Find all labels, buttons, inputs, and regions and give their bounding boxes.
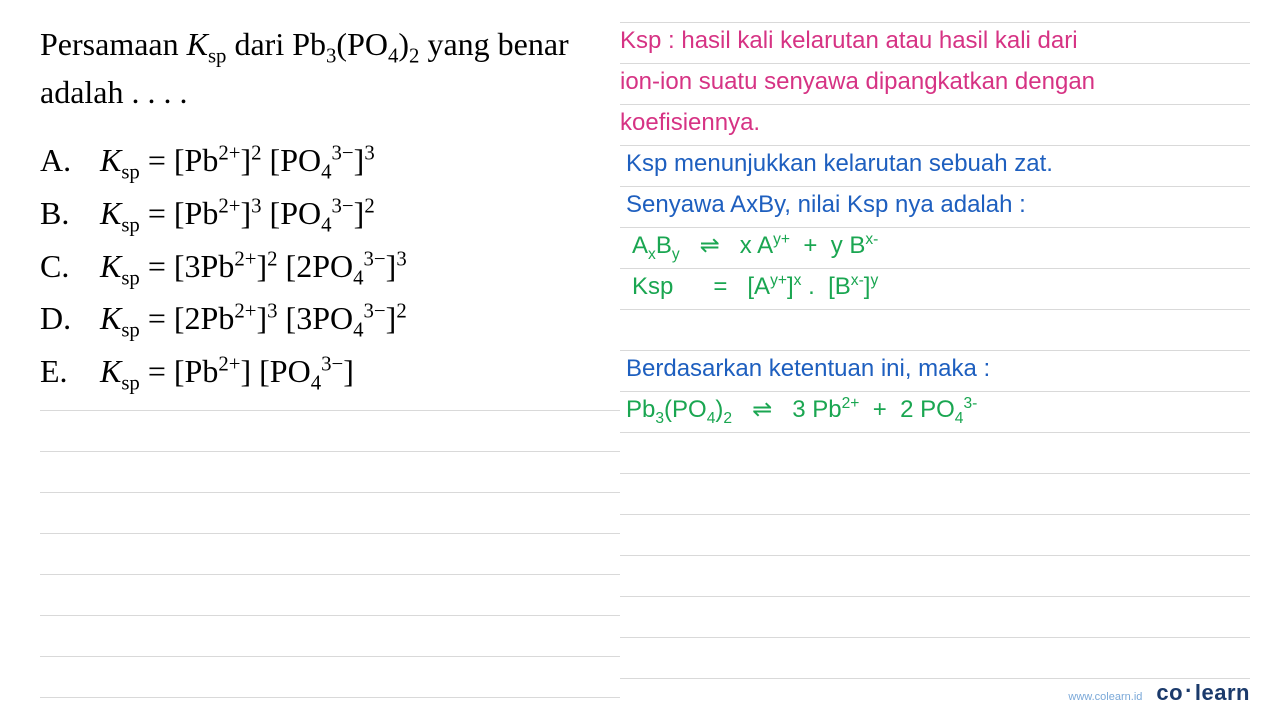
note-line	[620, 307, 1250, 348]
option-letter: A.	[40, 134, 100, 187]
option-letter: E.	[40, 345, 100, 398]
option-body: Ksp = [2Pb2+]3 [3PO43−]2	[100, 292, 610, 345]
notes-column: Ksp : hasil kali kelarutan atau hasil ka…	[620, 20, 1250, 680]
option-body: Ksp = [Pb2+] [PO43−]	[100, 345, 610, 398]
note-line: AxBy ⇌ x Ay+ + y Bx-	[620, 225, 1250, 266]
option-letter: B.	[40, 187, 100, 240]
note-line: Ksp = [Ay+]x . [Bx-]y	[620, 266, 1250, 307]
option-row: B.Ksp = [Pb2+]3 [PO43−]2	[40, 187, 610, 240]
note-line: koefisiennya.	[620, 102, 1250, 143]
option-row: A.Ksp = [Pb2+]2 [PO43−]3	[40, 134, 610, 187]
footer: www.colearn.id co·learn	[1068, 680, 1250, 706]
note-line: Ksp : hasil kali kelarutan atau hasil ka…	[620, 20, 1250, 61]
option-row: D.Ksp = [2Pb2+]3 [3PO43−]2	[40, 292, 610, 345]
note-line: Pb3(PO4)2 ⇌ 3 Pb2+ + 2 PO43-	[620, 389, 1250, 430]
note-line: Berdasarkan ketentuan ini, maka :	[620, 348, 1250, 389]
footer-brand: co·learn	[1156, 680, 1250, 706]
option-row: C.Ksp = [3Pb2+]2 [2PO43−]3	[40, 240, 610, 293]
note-line: Senyawa AxBy, nilai Ksp nya adalah :	[620, 184, 1250, 225]
note-line: ion-ion suatu senyawa dipangkatkan denga…	[620, 61, 1250, 102]
option-row: E.Ksp = [Pb2+] [PO43−]	[40, 345, 610, 398]
question-column: Persamaan Ksp dari Pb3(PO4)2 yang benar …	[40, 20, 620, 680]
question-title: Persamaan Ksp dari Pb3(PO4)2 yang benar …	[40, 20, 610, 116]
note-line: Ksp menunjukkan kelarutan sebuah zat.	[620, 143, 1250, 184]
option-body: Ksp = [Pb2+]2 [PO43−]3	[100, 134, 610, 187]
options-list: A.Ksp = [Pb2+]2 [PO43−]3B.Ksp = [Pb2+]3 …	[40, 134, 610, 398]
page-container: Persamaan Ksp dari Pb3(PO4)2 yang benar …	[0, 0, 1280, 720]
option-letter: C.	[40, 240, 100, 293]
option-letter: D.	[40, 292, 100, 345]
option-body: Ksp = [Pb2+]3 [PO43−]2	[100, 187, 610, 240]
option-body: Ksp = [3Pb2+]2 [2PO43−]3	[100, 240, 610, 293]
notes-lines: Ksp : hasil kali kelarutan atau hasil ka…	[620, 20, 1250, 430]
footer-url: www.colearn.id	[1068, 691, 1142, 703]
